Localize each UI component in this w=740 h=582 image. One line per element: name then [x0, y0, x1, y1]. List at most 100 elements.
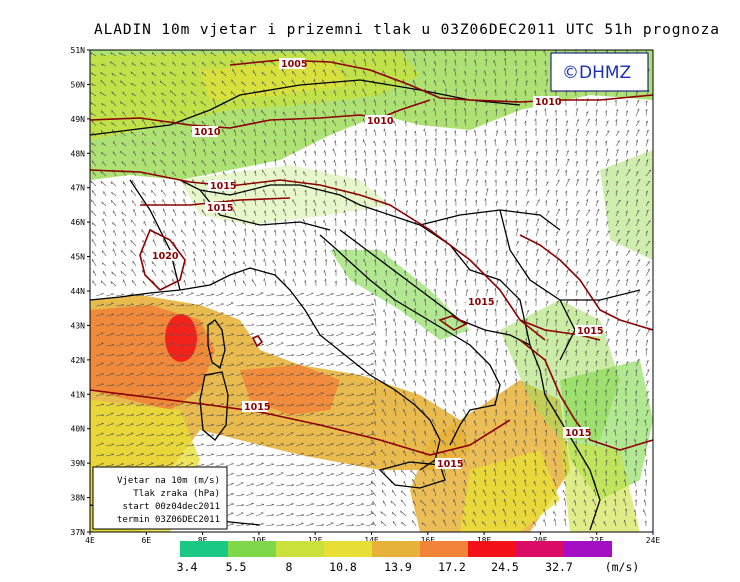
wind-arrow [412, 450, 417, 457]
wind-arrow-head [504, 90, 506, 93]
wind-arrow [325, 473, 334, 477]
wind-arrow [635, 150, 639, 157]
wind-arrow-head [211, 413, 215, 416]
wind-arrow [90, 102, 97, 107]
wind-arrow-head [574, 400, 577, 403]
wind-arrow-head [131, 413, 135, 416]
wind-arrow-head [504, 219, 507, 222]
wind-arrow [355, 324, 364, 327]
wind-arrow [245, 333, 254, 337]
wind-arrow-head [574, 349, 577, 352]
wind-arrow-head [291, 403, 295, 406]
wind-arrow [423, 50, 427, 57]
wind-arrow-head [281, 403, 285, 406]
wind-arrow [485, 469, 487, 477]
wind-arrow [295, 354, 304, 357]
wind-arrow-head [495, 189, 497, 192]
wind-arrow [245, 228, 247, 237]
wind-arrow [442, 440, 447, 447]
wind-arrow [325, 424, 334, 427]
wind-arrow [245, 384, 254, 387]
wind-arrow-head [251, 332, 254, 334]
wind-arrow [355, 293, 364, 297]
wind-arrow-head [647, 268, 650, 271]
wind-arrow-head [644, 479, 647, 483]
wind-arrow-head [383, 50, 385, 52]
wind-arrow-head [413, 100, 416, 103]
wind-arrow [453, 410, 457, 417]
wind-arrow [395, 369, 397, 377]
wind-arrow-head [121, 453, 124, 455]
wind-arrow-head [361, 342, 364, 345]
wind-arrow [305, 373, 314, 377]
wind-arrow-head [119, 150, 122, 154]
wind-arrow [143, 259, 147, 267]
wind-arrow-head [607, 130, 610, 133]
wind-arrow [283, 160, 287, 167]
wind-arrow [404, 270, 407, 277]
wind-arrow-head [141, 432, 144, 435]
wind-arrow [181, 229, 187, 237]
wind-arrow [335, 393, 344, 397]
wind-arrow-head [251, 392, 254, 394]
wind-arrow-head [424, 278, 427, 282]
wind-arrow [194, 280, 197, 287]
wind-arrow-head [311, 383, 314, 385]
wind-arrow [274, 110, 277, 117]
wind-arrow-head [393, 199, 395, 202]
wind-arrow-head [515, 318, 518, 322]
wind-arrow-head [625, 100, 629, 103]
wind-arrow-head [404, 130, 407, 133]
wind-arrow [203, 268, 207, 277]
wind-arrow [125, 324, 134, 327]
wind-arrow-head [615, 180, 619, 184]
wind-arrow [515, 241, 519, 247]
wind-arrow [151, 151, 157, 157]
wind-arrow [225, 314, 234, 317]
wind-arrow [111, 80, 117, 87]
wind-arrow [605, 330, 608, 337]
wind-arrow-head [171, 303, 174, 305]
wind-arrow [345, 383, 354, 387]
wind-arrow-head [633, 480, 635, 484]
wind-arrow-head [454, 118, 457, 121]
wind-arrow-head [424, 240, 427, 243]
wind-arrow [645, 139, 649, 147]
wind-arrow [364, 249, 367, 257]
wind-arrow-head [627, 270, 630, 272]
wind-arrow [595, 379, 598, 387]
wind-arrow [353, 228, 357, 237]
wind-arrow [163, 230, 167, 237]
wind-arrow-head [515, 178, 518, 182]
wind-arrow [275, 433, 284, 437]
wind-arrow-head [101, 201, 103, 205]
wind-arrow [635, 329, 641, 337]
wind-arrow [395, 139, 398, 147]
wind-arrow [225, 414, 234, 417]
wind-arrow-head [525, 258, 528, 262]
wind-arrow [121, 261, 127, 267]
wind-arrow-head [181, 323, 184, 325]
wind-arrow-head [515, 329, 518, 333]
wind-arrow [162, 138, 167, 147]
wind-arrow [625, 150, 629, 157]
wind-arrow [195, 332, 204, 337]
wind-arrow-head [304, 189, 307, 193]
wind-arrow-head [514, 98, 517, 101]
wind-arrow [625, 328, 628, 337]
wind-arrow [434, 288, 437, 297]
wind-arrow-head [594, 398, 597, 402]
wind-arrow [159, 80, 167, 87]
wind-arrow-head [341, 413, 344, 415]
wind-arrow [303, 218, 307, 227]
wind-arrow-head [564, 378, 566, 382]
wind-arrow-head [151, 142, 154, 145]
wind-arrow-head [646, 398, 650, 401]
wind-arrow-head [351, 453, 354, 455]
wind-arrow-head [375, 228, 378, 232]
wind-arrow [151, 81, 157, 87]
wind-arrow-head [574, 450, 577, 453]
wind-arrow-head [341, 383, 344, 385]
wind-arrow [172, 131, 177, 137]
wind-arrow-head [160, 159, 162, 163]
